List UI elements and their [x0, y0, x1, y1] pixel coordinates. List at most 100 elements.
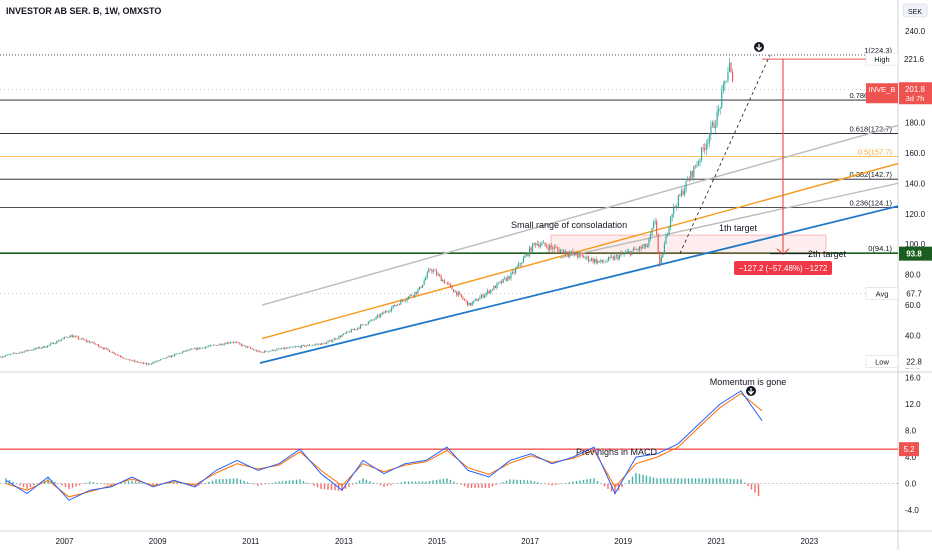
candle-body	[195, 348, 197, 350]
candle-body	[511, 271, 514, 274]
macd-histogram-bar	[152, 483, 154, 486]
current-price-bg	[899, 82, 932, 105]
candle-body	[77, 336, 80, 340]
candle-body	[118, 354, 120, 356]
candle-body	[443, 279, 445, 284]
macd-histogram-bar	[393, 483, 396, 485]
candle-body	[600, 259, 602, 262]
price-axis: 240.0220.0200.0180.0160.0140.0120.0100.0…	[865, 27, 932, 515]
candle-body	[608, 256, 610, 261]
candle-body	[414, 291, 416, 296]
macd-histogram-bar	[491, 483, 494, 487]
macd-histogram-bar	[309, 483, 312, 485]
candle-body	[394, 305, 396, 307]
candle-body	[666, 234, 669, 236]
macd-histogram-bar	[530, 480, 532, 484]
candle-body	[332, 340, 334, 342]
candle-body	[725, 80, 727, 82]
candle-body	[122, 357, 124, 359]
macd-histogram-bar	[344, 483, 347, 489]
candle-body	[532, 243, 534, 252]
candle-body	[471, 302, 473, 306]
candle-body	[591, 258, 593, 261]
candle-body	[533, 243, 535, 244]
candle-body	[653, 222, 655, 229]
candle-body	[377, 315, 379, 317]
candle-body	[662, 254, 664, 258]
candle-body	[468, 302, 470, 306]
macd-histogram-bar	[747, 483, 749, 487]
macd-histogram-bar	[544, 483, 546, 485]
candle-body	[254, 350, 256, 351]
macd-histogram-bar	[593, 478, 595, 484]
candle-body	[186, 350, 188, 352]
candle-body	[88, 341, 90, 343]
candle-body	[285, 347, 287, 349]
macd-tick-label: -4.0	[905, 506, 919, 515]
macd-histogram-bar	[687, 478, 690, 484]
candle-body	[395, 305, 397, 307]
candle-body	[274, 350, 276, 352]
candle-body	[470, 302, 472, 306]
candle-body	[542, 242, 545, 244]
candle-body	[462, 297, 464, 300]
candle-body	[282, 347, 284, 349]
candle-body	[584, 257, 586, 259]
candle-body	[484, 295, 486, 298]
macd-histogram-bar	[222, 479, 224, 484]
candle-body	[448, 283, 450, 285]
macd-histogram-bar	[572, 481, 574, 484]
macd-histogram-bar	[453, 481, 455, 484]
macd-histogram-bar	[351, 483, 354, 485]
candle-body	[203, 347, 205, 349]
candle-body	[722, 84, 724, 91]
macd-histogram-bar	[449, 479, 452, 484]
candle-body	[657, 233, 659, 252]
candle-body	[693, 165, 695, 177]
candle-body	[124, 358, 126, 360]
candle-body	[260, 351, 262, 353]
candle-body	[155, 360, 157, 363]
momentum-marker-icon-arrow	[748, 388, 754, 396]
candle-body	[405, 300, 407, 302]
candle-body	[370, 319, 372, 321]
candle-body	[597, 260, 599, 264]
candle-body	[541, 243, 543, 246]
candle-body	[287, 347, 289, 349]
badge-value: 67.7	[906, 289, 922, 298]
macd-histogram-bar	[694, 478, 697, 484]
macd-histogram-bar	[474, 483, 476, 488]
candle-body	[85, 339, 87, 342]
candle-body	[105, 347, 107, 349]
candle-body	[446, 282, 448, 284]
candle-body	[508, 276, 510, 279]
candle-body	[356, 327, 359, 330]
macd-highs-label: Prev highs in MACD	[576, 447, 658, 457]
macd-histogram-bar	[320, 483, 322, 489]
macd-histogram-bar	[15, 483, 18, 485]
candle-body	[498, 282, 500, 284]
currency-box[interactable]	[902, 3, 928, 18]
badge-label: High	[874, 55, 889, 64]
candle-body	[682, 190, 684, 195]
macd-histogram-bar	[169, 482, 172, 484]
candle-body	[648, 239, 650, 246]
candle-body	[699, 159, 701, 162]
candle-body	[167, 356, 169, 357]
macd-histogram-bar	[575, 480, 578, 484]
macd-histogram-bar	[743, 482, 746, 484]
macd-histogram-bar	[582, 479, 585, 484]
fib-level-label: 0.618(172.7)	[849, 125, 892, 134]
macd-histogram-bar	[684, 478, 686, 484]
macd-histogram-bar	[411, 481, 413, 484]
macd-histogram-bar	[96, 482, 98, 484]
candle-body	[296, 346, 298, 348]
candle-body	[40, 347, 42, 349]
macd-histogram-bar	[376, 483, 378, 485]
candle-body	[623, 253, 625, 255]
year-tick-label: 2015	[428, 537, 446, 546]
candle-body	[651, 228, 653, 235]
candle-body	[299, 346, 301, 348]
